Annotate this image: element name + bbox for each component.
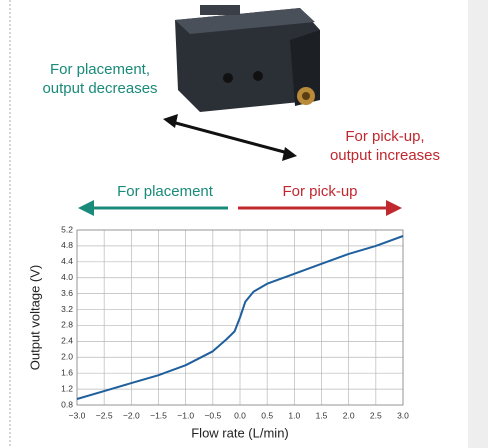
direction-label: For pick-up	[282, 183, 357, 200]
y-tick-label: 2.8	[61, 320, 73, 330]
annotation: output increases	[330, 147, 440, 164]
arrow-head	[386, 200, 402, 216]
x-tick-label: 0.5	[261, 410, 273, 420]
x-tick-label: −2.5	[96, 410, 113, 420]
y-axis-label: Output voltage (V)	[27, 265, 42, 371]
product-image	[175, 5, 320, 112]
side-strip	[468, 0, 488, 448]
double-arrow	[163, 114, 297, 161]
x-tick-label: −3.0	[69, 410, 86, 420]
y-tick-label: 4.8	[61, 240, 73, 250]
x-tick-label: 1.0	[288, 410, 300, 420]
y-tick-label: 3.2	[61, 304, 73, 314]
y-tick-label: 5.2	[61, 224, 73, 234]
plot-frame	[76, 229, 404, 406]
y-tick-label: 1.6	[61, 367, 73, 377]
arrow-head	[78, 200, 94, 216]
x-tick-label: 2.0	[343, 410, 355, 420]
y-tick-label: 0.8	[61, 399, 73, 409]
y-tick-label: 3.6	[61, 288, 73, 298]
x-axis-label: Flow rate (L/min)	[191, 425, 289, 440]
y-tick-label: 1.2	[61, 383, 73, 393]
y-tick-label: 4.4	[61, 256, 73, 266]
y-tick-label: 2.0	[61, 352, 73, 362]
x-tick-label: −0.5	[204, 410, 221, 420]
y-tick-label: 4.0	[61, 272, 73, 282]
x-tick-label: −1.0	[177, 410, 194, 420]
x-tick-label: −1.5	[150, 410, 167, 420]
direction-label: For placement	[117, 183, 214, 200]
x-tick-label: 3.0	[397, 410, 409, 420]
x-tick-label: 1.5	[316, 410, 328, 420]
annotation: For pick-up,	[345, 128, 424, 145]
annotation: output decreases	[42, 80, 157, 97]
x-tick-label: −2.0	[123, 410, 140, 420]
x-tick-label: 0.0	[234, 410, 246, 420]
annotation: For placement,	[50, 61, 150, 78]
x-tick-label: 2.5	[370, 410, 382, 420]
curve	[76, 235, 404, 400]
y-tick-label: 2.4	[61, 336, 73, 346]
